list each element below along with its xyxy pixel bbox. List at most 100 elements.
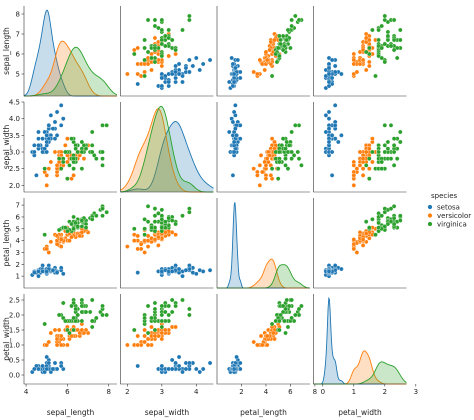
point-versicolor [48, 239, 54, 245]
point-versicolor [351, 51, 357, 57]
point-virginica [284, 297, 290, 303]
point-setosa [32, 149, 37, 155]
point-versicolor [272, 37, 277, 43]
point-versicolor [46, 339, 52, 345]
point-setosa [207, 360, 213, 366]
point-virginica [291, 153, 297, 158]
point-setosa [48, 113, 54, 118]
point-virginica [142, 315, 147, 321]
kde-line-setosa [120, 121, 214, 193]
point-setosa [169, 269, 175, 274]
kde-line-virginica [120, 105, 214, 193]
point-setosa [197, 67, 202, 73]
point-setosa [235, 57, 241, 63]
point-versicolor [156, 234, 161, 240]
kde-fill-setosa [217, 202, 310, 288]
x-tick-label: 4 [24, 388, 29, 396]
point-versicolor [258, 333, 264, 339]
point-setosa [231, 139, 237, 145]
point-setosa [237, 360, 243, 366]
point-virginica [152, 300, 158, 306]
point-virginica [385, 139, 391, 145]
point-setosa [32, 270, 37, 275]
point-setosa [180, 79, 185, 85]
point-versicolor [145, 244, 151, 249]
point-versicolor [142, 333, 147, 339]
point-virginica [63, 318, 68, 324]
axes-spine [313, 198, 407, 289]
point-virginica [42, 321, 47, 327]
point-setosa [326, 65, 332, 71]
point-virginica [391, 143, 397, 148]
point-setosa [176, 61, 182, 67]
panel-sepal_width-vs-sepal_width [120, 102, 214, 193]
point-virginica [394, 55, 400, 61]
point-virginica [376, 27, 381, 33]
point-virginica [382, 41, 388, 47]
point-setosa [207, 57, 213, 63]
point-virginica [367, 225, 372, 230]
point-virginica [283, 306, 288, 312]
legend: species setosa versicolor virginica [427, 192, 471, 229]
point-virginica [370, 149, 375, 155]
point-setosa [58, 103, 64, 108]
point-versicolor [145, 336, 151, 342]
y-tick-label: 4 [16, 237, 21, 245]
y-tick-label: 6 [16, 51, 21, 59]
x-axis-label-sepal_width: sepal_width [145, 408, 190, 417]
point-versicolor [367, 166, 372, 171]
point-versicolor [46, 250, 52, 255]
point-virginica [398, 27, 403, 33]
point-setosa [44, 133, 50, 138]
point-virginica [89, 297, 95, 303]
point-virginica [63, 149, 68, 155]
point-setosa [36, 366, 41, 372]
point-versicolor [173, 51, 178, 57]
point-virginica [173, 221, 178, 227]
point-setosa [58, 265, 64, 271]
point-virginica [142, 226, 147, 232]
point-versicolor [44, 173, 50, 178]
y-axis-label-sepal_length: sepal_length [2, 27, 11, 75]
point-virginica [79, 303, 85, 309]
point-setosa [326, 126, 332, 131]
point-virginica [152, 213, 158, 219]
point-setosa [159, 363, 165, 369]
axes-spine [313, 294, 407, 385]
point-virginica [269, 166, 275, 171]
point-setosa [229, 55, 234, 61]
point-versicolor [357, 163, 363, 168]
point-setosa [58, 123, 64, 128]
point-virginica [370, 217, 375, 222]
point-virginica [363, 163, 369, 168]
y-tick-label: 7 [16, 202, 20, 210]
point-versicolor [159, 330, 165, 336]
point-virginica [89, 324, 95, 330]
point-virginica [89, 149, 95, 155]
point-virginica [280, 303, 286, 309]
point-versicolor [263, 49, 269, 55]
legend-label-setosa: setosa [437, 204, 460, 212]
point-virginica [75, 312, 81, 318]
point-versicolor [268, 173, 274, 178]
point-virginica [277, 53, 282, 59]
x-axis-label-petal_length: petal_length [240, 408, 287, 417]
point-setosa [187, 57, 192, 63]
point-setosa [230, 83, 236, 89]
point-versicolor [360, 166, 366, 171]
point-virginica [388, 123, 394, 128]
point-setosa [230, 61, 236, 67]
point-virginica [75, 224, 81, 229]
legend-marker-setosa [427, 204, 433, 210]
point-versicolor [351, 173, 357, 178]
point-versicolor [360, 237, 366, 242]
point-virginica [398, 37, 403, 43]
point-versicolor [135, 333, 140, 339]
point-versicolor [264, 333, 270, 339]
kde-fill-versicolor [217, 259, 310, 288]
point-setosa [326, 116, 332, 121]
point-virginica [63, 225, 68, 230]
point-virginica [71, 315, 76, 321]
point-virginica [289, 297, 294, 303]
point-setosa [173, 360, 178, 366]
